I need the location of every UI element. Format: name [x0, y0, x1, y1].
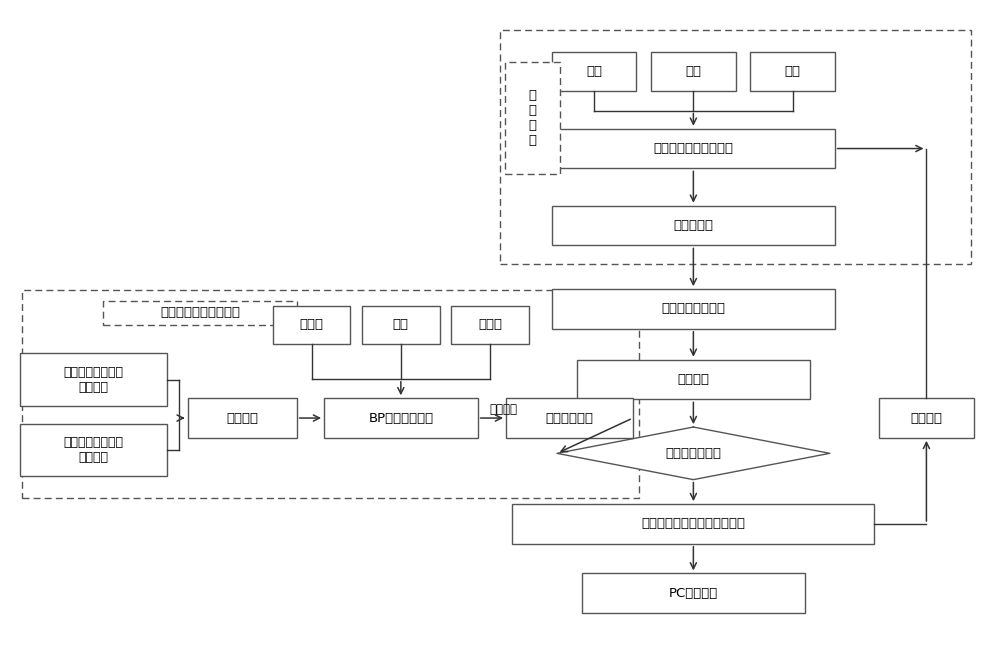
Text: 试验数据: 试验数据: [226, 411, 258, 424]
FancyBboxPatch shape: [552, 129, 835, 168]
FancyBboxPatch shape: [879, 398, 974, 438]
Polygon shape: [557, 427, 830, 480]
FancyBboxPatch shape: [577, 359, 810, 400]
Text: 监督学习: 监督学习: [489, 403, 517, 416]
FancyBboxPatch shape: [188, 398, 297, 438]
Text: 治理措施: 治理措施: [910, 411, 942, 424]
FancyBboxPatch shape: [552, 289, 835, 329]
FancyBboxPatch shape: [505, 62, 560, 174]
Text: 管片接缝防水能力预测与预警: 管片接缝防水能力预测与预警: [641, 517, 745, 530]
FancyBboxPatch shape: [20, 353, 167, 406]
Text: 隐层: 隐层: [393, 318, 409, 332]
FancyBboxPatch shape: [552, 205, 835, 246]
FancyBboxPatch shape: [506, 398, 633, 438]
Text: 接缝错台量与防水
能力试验: 接缝错台量与防水 能力试验: [63, 436, 123, 464]
Text: 输出层: 输出层: [478, 318, 502, 332]
Text: 拱底: 拱底: [586, 65, 602, 78]
Text: 反射式光纤位移传感器: 反射式光纤位移传感器: [653, 142, 733, 155]
FancyBboxPatch shape: [324, 398, 478, 438]
Text: BP神经网络算法: BP神经网络算法: [368, 411, 433, 424]
Text: 接缝防水人工智能算法: 接缝防水人工智能算法: [161, 306, 241, 319]
Text: PC端可视化: PC端可视化: [669, 587, 718, 600]
Text: 拱腰: 拱腰: [785, 65, 801, 78]
Text: 移动式数据接收器: 移动式数据接收器: [661, 302, 725, 315]
Text: 神经网络模型: 神经网络模型: [545, 411, 593, 424]
FancyBboxPatch shape: [651, 51, 736, 92]
FancyBboxPatch shape: [582, 573, 805, 613]
FancyBboxPatch shape: [103, 300, 297, 325]
Text: 数据采集器: 数据采集器: [673, 219, 713, 232]
FancyBboxPatch shape: [273, 306, 350, 344]
Text: 输入层: 输入层: [300, 318, 324, 332]
Text: 数
据
监
测: 数 据 监 测: [529, 89, 537, 147]
FancyBboxPatch shape: [552, 51, 636, 92]
FancyBboxPatch shape: [451, 306, 529, 344]
FancyBboxPatch shape: [20, 424, 167, 476]
Text: 数据诊断与分析: 数据诊断与分析: [665, 447, 721, 460]
FancyBboxPatch shape: [512, 504, 874, 544]
Text: 拱顶: 拱顶: [685, 65, 701, 78]
FancyBboxPatch shape: [750, 51, 835, 92]
FancyBboxPatch shape: [362, 306, 440, 344]
Text: 接缝张开量与防水
能力试验: 接缝张开量与防水 能力试验: [63, 365, 123, 393]
Text: 监测数据: 监测数据: [677, 373, 709, 386]
